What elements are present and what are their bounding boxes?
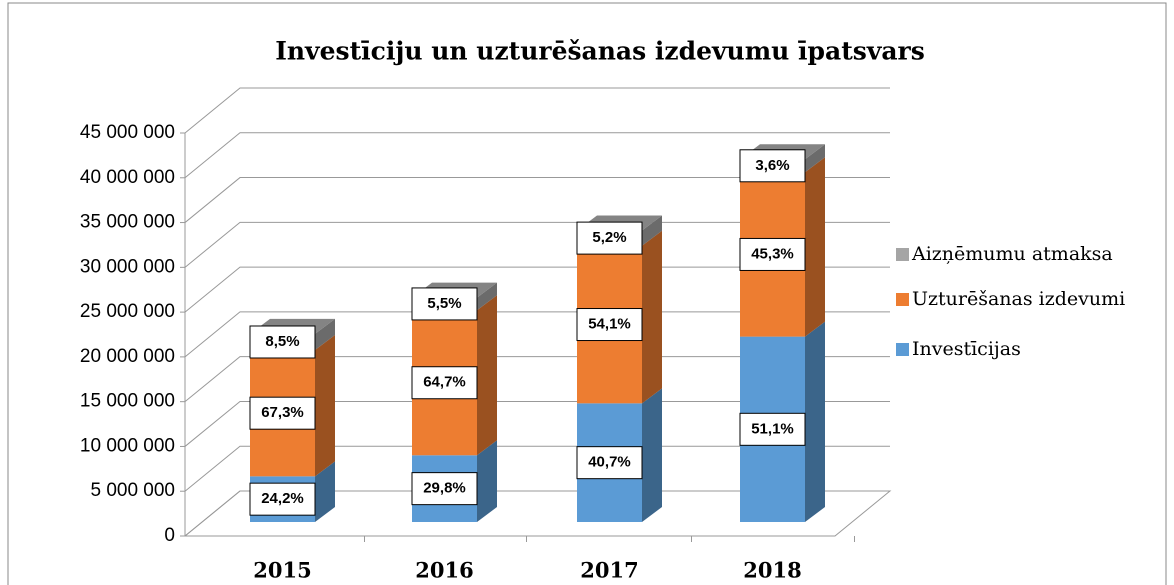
data-label-box <box>411 472 478 506</box>
data-label-box <box>411 287 478 321</box>
y-tick-label: 30 000 000 <box>80 256 175 277</box>
grid-line <box>184 132 890 179</box>
y-tick-label: 25 000 000 <box>80 301 175 322</box>
data-label-box <box>411 366 478 400</box>
data-label-box <box>249 482 316 516</box>
data-label: 29,8% <box>423 480 466 497</box>
data-label: 67,3% <box>261 404 304 421</box>
grid-line <box>184 356 890 403</box>
bar-side <box>315 318 335 351</box>
data-label: 5,5% <box>427 295 461 312</box>
legend-swatch <box>896 293 909 306</box>
x-tick-label: 2017 <box>580 558 638 583</box>
y-tick-label: 15 000 000 <box>80 391 175 412</box>
data-label: 45,3% <box>751 245 794 262</box>
bar-side <box>477 295 497 456</box>
x-tick-label: 2015 <box>253 558 311 583</box>
grid-line <box>184 87 890 134</box>
grid-line <box>184 177 890 223</box>
legend-label: Investīcijas <box>912 338 1021 360</box>
data-label: 64,7% <box>423 374 466 391</box>
data-label-box <box>739 237 806 271</box>
bar-side <box>477 440 497 522</box>
data-label: 54,1% <box>588 315 631 332</box>
data-label-box <box>739 149 806 183</box>
bar-side <box>805 321 825 522</box>
legend-swatch <box>896 343 909 356</box>
bar-side <box>477 282 497 311</box>
bar-side <box>642 215 662 246</box>
data-label-box <box>249 325 316 359</box>
x-tick-label: 2018 <box>743 558 801 583</box>
bar-side <box>642 230 662 404</box>
legend-label: Aizņēmumu atmaksa <box>911 243 1113 265</box>
data-label: 5,2% <box>592 229 626 246</box>
data-label-box <box>576 308 643 342</box>
data-label-box <box>576 446 643 480</box>
y-tick-label: 40 000 000 <box>80 167 175 188</box>
grid-line <box>184 311 890 358</box>
y-tick-label: 5 000 000 <box>90 480 175 501</box>
grid-line <box>184 266 890 313</box>
data-label: 24,2% <box>261 490 304 507</box>
data-label: 8,5% <box>265 333 299 350</box>
data-label: 40,7% <box>588 454 631 471</box>
legend-label: Uzturēšanas izdevumi <box>912 288 1125 310</box>
bar-side <box>805 157 825 337</box>
bar-side <box>315 461 335 522</box>
data-label: 51,1% <box>751 420 794 437</box>
data-label: 3,6% <box>755 157 789 174</box>
y-tick-label: 35 000 000 <box>80 212 175 233</box>
bar-side <box>642 388 662 522</box>
grid-line <box>184 400 890 447</box>
grid-line <box>184 445 890 492</box>
bar-side <box>805 144 825 173</box>
data-label-box <box>249 396 316 430</box>
grid-line <box>184 490 890 537</box>
legend-swatch <box>896 248 909 261</box>
data-label-box <box>739 412 806 446</box>
x-tick-label: 2016 <box>415 558 473 583</box>
y-tick-label: 0 <box>164 525 175 546</box>
grid-line <box>184 221 890 268</box>
data-label-box <box>576 221 643 255</box>
bar-side <box>315 335 335 477</box>
chart-title: Investīciju un uzturēšanas izdevumu īpat… <box>275 37 925 66</box>
y-tick-label: 45 000 000 <box>80 122 175 143</box>
y-tick-label: 20 000 000 <box>80 346 175 367</box>
y-tick-label: 10 000 000 <box>80 435 175 456</box>
